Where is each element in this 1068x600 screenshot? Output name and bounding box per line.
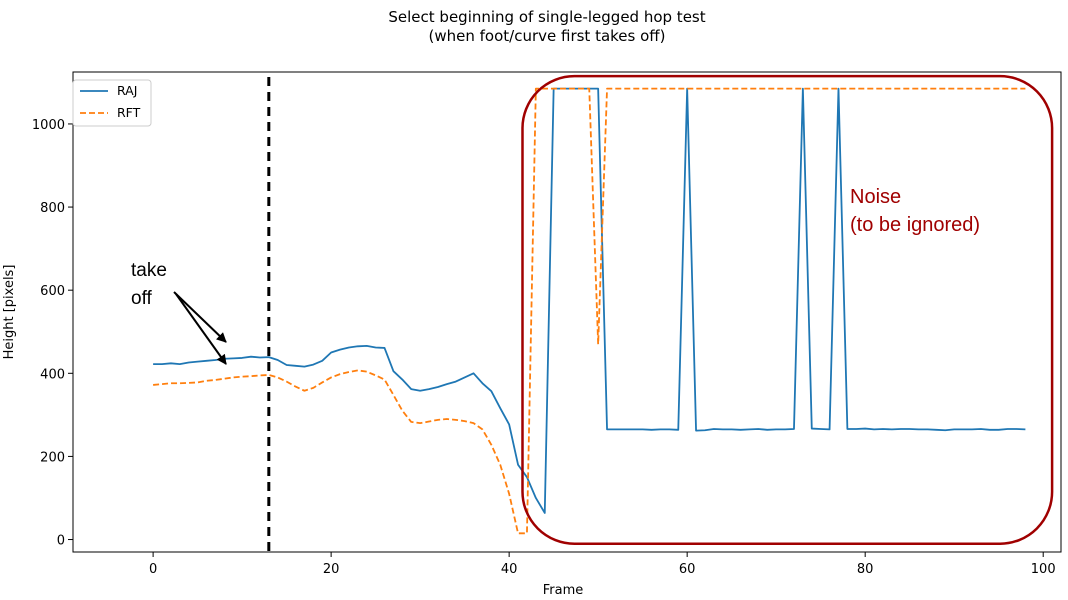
- x-axis: 0 20 40 60 80 100: [149, 552, 1056, 577]
- x-tick-label: 0: [149, 562, 157, 577]
- x-tick-label: 60: [679, 562, 696, 577]
- takeoff-label: take: [131, 260, 167, 281]
- takeoff-arrow-lower: [175, 293, 227, 365]
- noise-label-detail: (to be ignored): [850, 214, 980, 236]
- x-tick-label: 40: [501, 562, 518, 577]
- y-tick-label: 1000: [32, 118, 65, 133]
- plot-area: [72, 71, 1062, 553]
- y-tick-label: 800: [40, 201, 65, 216]
- takeoff-label-line2: off: [131, 288, 153, 309]
- y-tick-label: 600: [40, 284, 65, 299]
- legend-entry-raj: RAJ: [117, 83, 137, 98]
- x-axis-label: Frame: [543, 583, 584, 598]
- noise-region: [521, 74, 1054, 545]
- x-tick-label: 80: [857, 562, 874, 577]
- noise-label: Noise: [850, 186, 901, 208]
- y-axis-label: Height [pixels]: [2, 265, 17, 360]
- y-axis: 0 200 400 600 800 1000: [32, 118, 73, 549]
- chart-subtitle: (when foot/curve first takes off): [429, 27, 666, 45]
- legend-entry-rft: RFT: [117, 105, 141, 120]
- y-tick-label: 200: [40, 450, 65, 465]
- y-tick-label: 400: [40, 367, 65, 382]
- legend: RAJ RFT: [72, 79, 152, 127]
- series-layer: [153, 87, 1026, 535]
- x-tick-label: 100: [1031, 562, 1056, 577]
- x-tick-label: 20: [323, 562, 340, 577]
- y-tick-label: 0: [57, 534, 65, 549]
- series-line-rft: [153, 87, 1026, 535]
- chart-title: Select beginning of single-legged hop te…: [388, 8, 705, 26]
- takeoff-arrow-upper: [173, 291, 227, 343]
- series-line-raj: [153, 87, 1026, 514]
